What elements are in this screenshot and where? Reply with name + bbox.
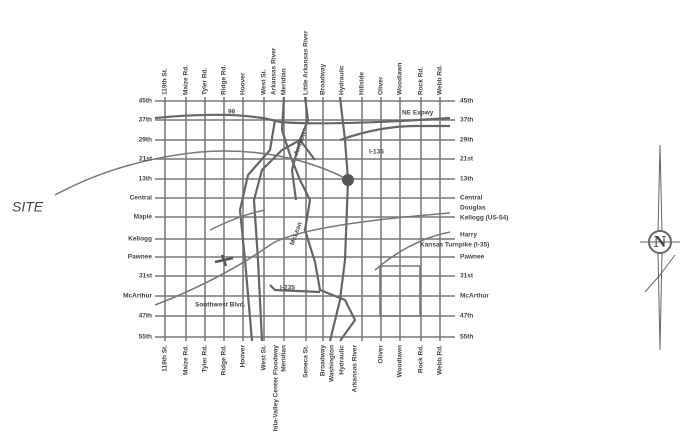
road-label: NE Expwy xyxy=(402,110,434,117)
street-label-top: Hydraulic xyxy=(339,65,346,95)
street-label-right: Harry xyxy=(460,232,477,239)
street-label-right: 13th xyxy=(460,176,473,183)
street-label-right: Pawnee xyxy=(460,254,485,261)
street-label-top: Hoover xyxy=(240,72,247,95)
street-label-top: Webb Rd. xyxy=(437,65,444,95)
street-label-left: 47th xyxy=(139,313,152,320)
street-label-top: Oliver xyxy=(378,76,385,95)
street-label-left: McArthur xyxy=(123,293,152,300)
street-label-top: West St. xyxy=(261,69,268,95)
street-label-top: Hillside xyxy=(359,71,366,95)
street-label-right: 55th xyxy=(460,334,473,341)
street-label-right: Kansas Turnpike (I-35) xyxy=(420,242,489,249)
street-label-left: Central xyxy=(130,195,153,202)
street-label-left: 13th xyxy=(139,176,152,183)
street-label-bottom: Hoover xyxy=(240,345,247,368)
street-label-bottom: Webb Rd. xyxy=(437,345,444,375)
street-label-top: Broadway xyxy=(320,64,327,95)
street-label-left: 45th xyxy=(139,98,152,105)
street-label-top: Tyler Rd. xyxy=(202,67,209,95)
street-label-left: 31st xyxy=(139,273,153,280)
street-label-bottom: Ridge Rd. xyxy=(221,345,228,376)
street-label-bottom: Woodlawn xyxy=(397,345,404,377)
street-label-right: 47th xyxy=(460,313,473,320)
street-label-bottom: Rock Rd. xyxy=(418,345,425,373)
street-label-bottom: Tyler Rd. xyxy=(202,345,209,373)
street-label-top: 119th St. xyxy=(162,68,169,95)
street-label-left: 55th xyxy=(139,334,152,341)
street-label-left: Maple xyxy=(134,214,153,221)
street-label-right: Kellogg (US-54) xyxy=(460,215,508,222)
street-label-bottom: 119th St. xyxy=(162,345,169,372)
street-label-left: 37th xyxy=(139,117,152,124)
street-label-top: Maize Rd. xyxy=(183,65,190,95)
compass: N xyxy=(640,144,680,351)
labels: 119th St. Maize Rd. Tyler Rd. Ridge Rd. Hoov… xyxy=(123,30,508,431)
street-label-right: Douglas xyxy=(460,205,486,212)
street-label-left: 21st xyxy=(139,156,153,163)
street-label-left: Pawnee xyxy=(128,254,153,261)
street-label-bottom: Seneca St. xyxy=(303,345,310,378)
road-label: I-235 xyxy=(280,285,295,292)
street-label-bottom: Oliver xyxy=(378,345,385,364)
street-label-bottom: Hydraulic xyxy=(339,345,346,375)
street-label-left: Kellogg xyxy=(128,236,152,243)
street-label-top: Arkansas River xyxy=(271,47,278,95)
street-label-top: Rock Rd. xyxy=(418,67,425,95)
north-label: N xyxy=(654,232,667,251)
site-label: SITE xyxy=(12,199,44,215)
street-label-top: Woodlawn xyxy=(397,63,404,95)
street-label-bottom: West St. xyxy=(261,345,268,371)
street-label-right: 45th xyxy=(460,98,473,105)
street-label-top: Ridge Rd. xyxy=(221,64,228,95)
street-label-top: Meridian xyxy=(281,68,288,95)
street-label-right: 29th xyxy=(460,137,473,144)
road-label: I-135 xyxy=(369,149,384,156)
street-label-top: Little Arkansas River xyxy=(303,30,310,95)
street-label-bottom: Wichita-Valley Center Floodway xyxy=(273,345,280,431)
street-label-left: 29th xyxy=(139,137,152,144)
road-label: Southwest Blvd. xyxy=(195,302,246,309)
street-grid xyxy=(155,97,455,341)
street-label-right: McArthur xyxy=(460,293,489,300)
roads xyxy=(54,96,451,342)
street-label-bottom: Washington xyxy=(329,345,336,382)
street-label-right: 31st xyxy=(460,273,474,280)
street-label-bottom: Arkansas River xyxy=(352,345,359,393)
street-label-right: 37th xyxy=(460,117,473,124)
street-label-bottom: Broadway xyxy=(320,345,327,376)
street-label-right: 21st xyxy=(460,156,474,163)
street-label-right: Central xyxy=(460,195,483,202)
street-label-bottom: Meridian xyxy=(281,345,288,372)
street-label-bottom: Maize Rd. xyxy=(183,345,190,375)
road-label: 96 xyxy=(228,109,236,116)
